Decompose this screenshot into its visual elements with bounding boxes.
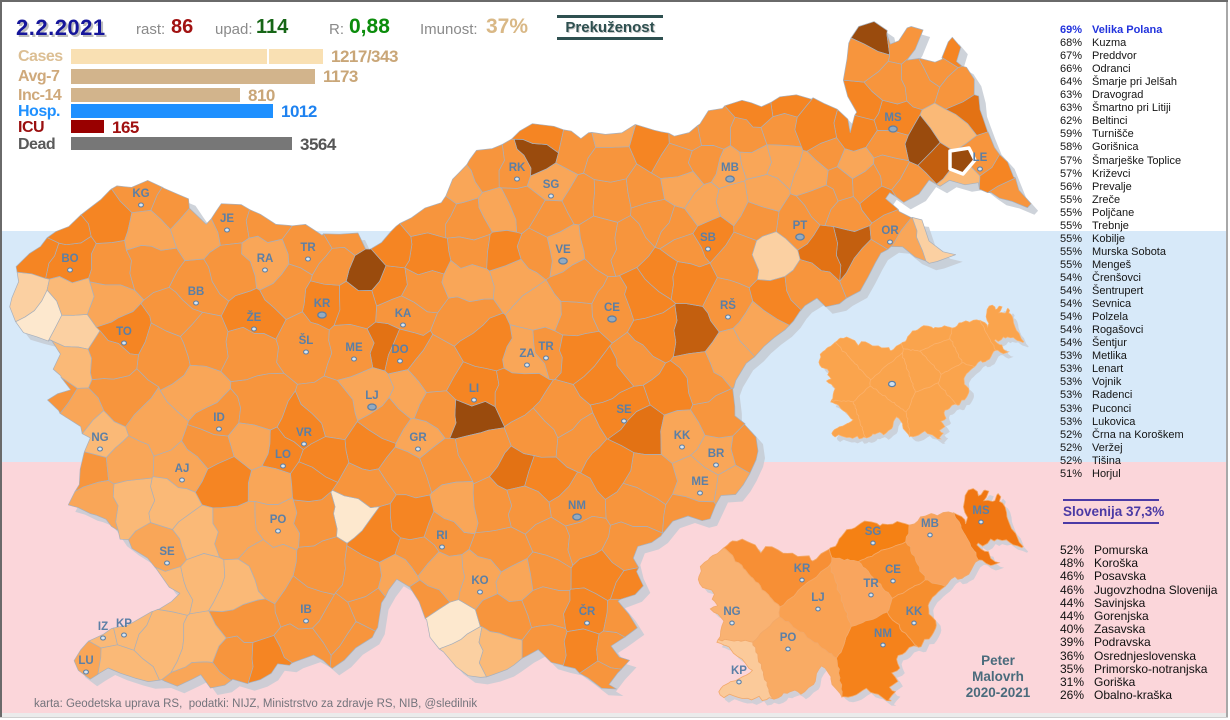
svg-text:OR: OR <box>881 225 899 237</box>
svg-text:ŠL: ŠL <box>299 334 314 347</box>
svg-text:SE: SE <box>159 546 175 558</box>
svg-text:BO: BO <box>61 253 78 265</box>
svg-text:LE: LE <box>973 152 988 164</box>
svg-text:JE: JE <box>220 213 234 225</box>
svg-text:TO: TO <box>116 326 132 338</box>
svg-text:CE: CE <box>604 302 620 314</box>
svg-text:PO: PO <box>780 632 797 644</box>
svg-text:SG: SG <box>865 526 882 538</box>
svg-text:VR: VR <box>296 427 313 439</box>
svg-text:KG: KG <box>132 188 149 200</box>
svg-text:LI: LI <box>469 383 479 395</box>
svg-text:LO: LO <box>275 449 291 461</box>
svg-text:KA: KA <box>395 308 412 320</box>
svg-text:ME: ME <box>345 342 363 354</box>
svg-text:MS: MS <box>884 112 902 124</box>
svg-text:KR: KR <box>794 563 811 575</box>
svg-text:KP: KP <box>731 665 747 677</box>
svg-text:ID: ID <box>213 412 225 424</box>
svg-text:RI: RI <box>436 530 448 542</box>
svg-text:IB: IB <box>300 604 312 616</box>
svg-text:TR: TR <box>863 578 879 590</box>
svg-text:IZ: IZ <box>98 621 108 633</box>
svg-text:LU: LU <box>78 655 93 667</box>
svg-text:LJ: LJ <box>811 592 824 604</box>
svg-text:BB: BB <box>188 286 205 298</box>
svg-text:ČR: ČR <box>579 605 596 618</box>
svg-text:ME: ME <box>691 476 709 488</box>
svg-text:MB: MB <box>721 162 739 174</box>
svg-text:ZA: ZA <box>519 348 534 360</box>
svg-text:PT: PT <box>793 220 808 232</box>
svg-text:RŠ: RŠ <box>720 299 736 312</box>
svg-text:KK: KK <box>674 430 691 442</box>
svg-text:SB: SB <box>700 232 716 244</box>
svg-text:BR: BR <box>708 448 725 460</box>
svg-text:LJ: LJ <box>365 390 378 402</box>
svg-text:RK: RK <box>509 162 526 174</box>
svg-text:KR: KR <box>314 298 331 310</box>
svg-text:MB: MB <box>921 518 939 530</box>
svg-text:SG: SG <box>543 179 560 191</box>
svg-text:AJ: AJ <box>175 463 190 475</box>
svg-text:GR: GR <box>409 432 427 444</box>
svg-text:CE: CE <box>885 564 901 576</box>
svg-text:NG: NG <box>91 432 108 444</box>
svg-text:MS: MS <box>972 505 990 517</box>
svg-text:SE: SE <box>616 404 632 416</box>
svg-text:VE: VE <box>555 244 571 256</box>
svg-text:NG: NG <box>723 606 740 618</box>
svg-text:KK: KK <box>906 606 923 618</box>
svg-text:TR: TR <box>300 242 316 254</box>
svg-text:TR: TR <box>538 341 554 353</box>
svg-text:NM: NM <box>874 628 892 640</box>
svg-text:PO: PO <box>270 514 287 526</box>
svg-text:DO: DO <box>391 344 408 356</box>
svg-text:RA: RA <box>257 253 274 265</box>
svg-text:KO: KO <box>471 575 488 587</box>
svg-text:KP: KP <box>116 618 132 630</box>
svg-text:ŽE: ŽE <box>247 311 262 324</box>
svg-text:NM: NM <box>568 500 586 512</box>
